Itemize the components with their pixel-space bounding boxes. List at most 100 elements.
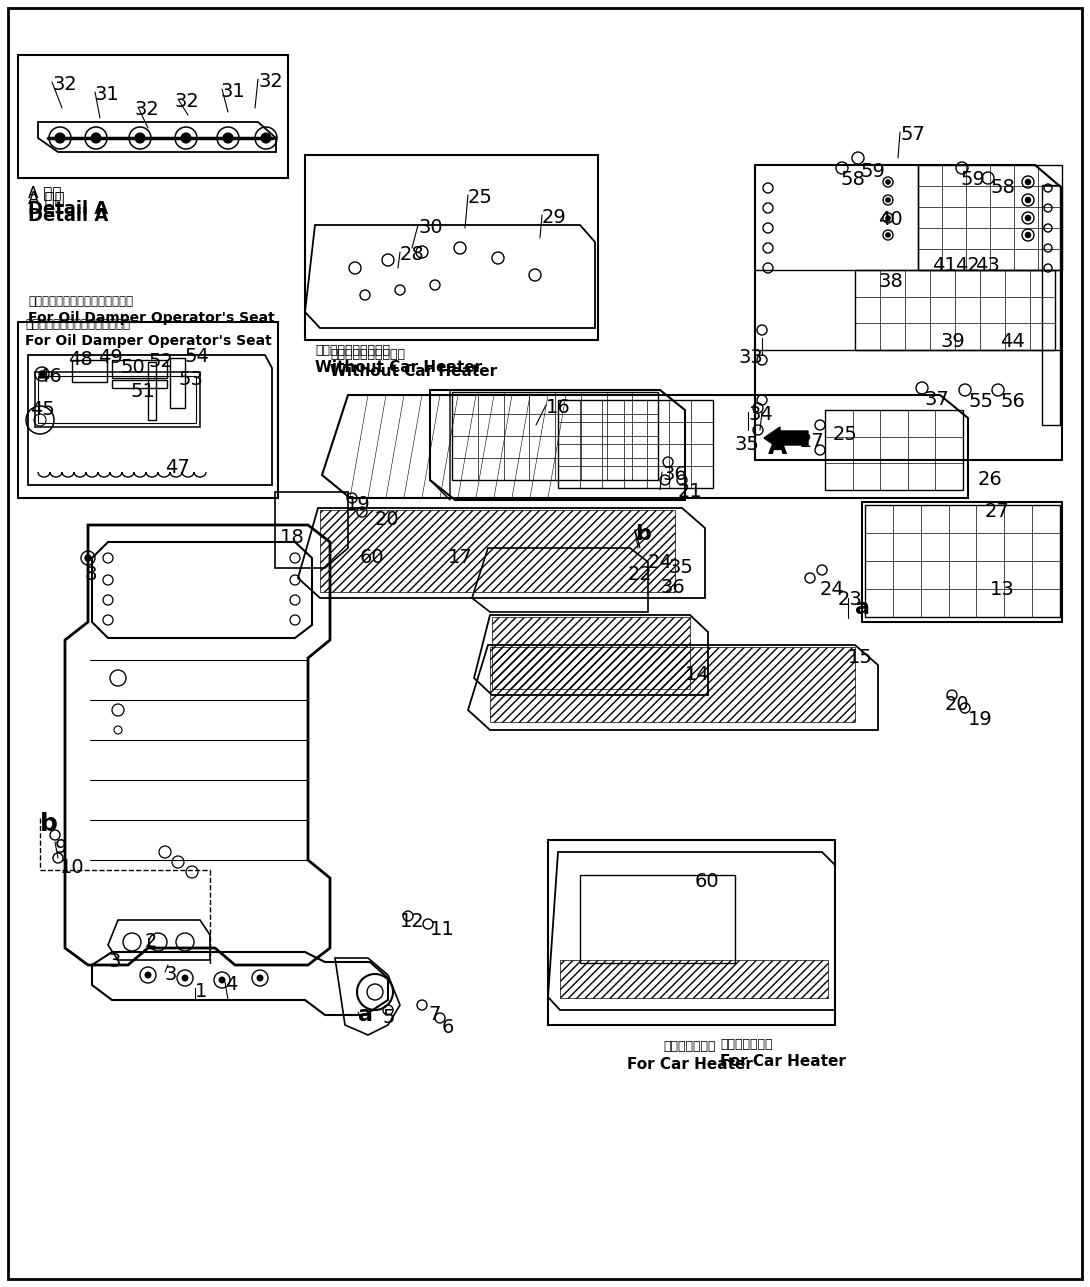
Bar: [548, 840, 835, 1024]
Circle shape: [39, 371, 45, 377]
Circle shape: [1026, 232, 1031, 238]
Circle shape: [223, 133, 233, 143]
Text: 50: 50: [120, 358, 145, 377]
Bar: [490, 647, 855, 722]
Text: 24: 24: [820, 580, 845, 598]
Text: 45: 45: [31, 400, 54, 420]
Text: 39: 39: [940, 332, 965, 351]
Text: 20: 20: [945, 695, 970, 714]
Text: 55: 55: [968, 393, 993, 411]
Text: 28: 28: [400, 245, 425, 264]
Text: 60: 60: [695, 873, 719, 891]
Text: 57: 57: [900, 125, 925, 144]
Bar: [1042, 185, 1059, 425]
Text: カーヒーター用: カーヒーター用: [720, 1039, 773, 1051]
Text: b: b: [635, 524, 651, 544]
Bar: [825, 411, 962, 490]
Circle shape: [181, 133, 191, 143]
Bar: [112, 360, 167, 378]
Text: 42: 42: [955, 256, 980, 275]
Circle shape: [886, 180, 891, 184]
Text: 11: 11: [429, 920, 455, 940]
Text: A 詳細: A 詳細: [28, 190, 64, 208]
Text: 15: 15: [848, 647, 873, 667]
Bar: [72, 360, 107, 382]
Text: 24: 24: [647, 553, 673, 571]
Text: 32: 32: [258, 72, 282, 91]
Bar: [918, 165, 1062, 270]
Circle shape: [85, 555, 92, 561]
Text: 48: 48: [68, 350, 93, 369]
Text: 7: 7: [428, 1005, 440, 1024]
Circle shape: [145, 972, 152, 978]
Text: 30: 30: [417, 218, 443, 237]
Text: 31: 31: [220, 82, 245, 100]
Bar: [855, 270, 1055, 350]
Text: 51: 51: [130, 382, 155, 402]
Text: Without Car Heater: Without Car Heater: [315, 360, 482, 375]
Text: Detail A: Detail A: [28, 207, 108, 225]
Text: 3: 3: [108, 952, 120, 970]
Circle shape: [1026, 179, 1031, 185]
Text: 27: 27: [985, 502, 1009, 521]
Bar: [320, 510, 675, 592]
Bar: [558, 400, 713, 488]
Text: 34: 34: [748, 405, 773, 423]
Text: 10: 10: [60, 858, 85, 876]
Text: For Car Heater: For Car Heater: [720, 1054, 846, 1069]
Text: 1: 1: [195, 982, 207, 1001]
Text: 25: 25: [833, 425, 858, 444]
Text: For Oil Damper Operator's Seat: For Oil Damper Operator's Seat: [25, 335, 271, 347]
Circle shape: [257, 976, 263, 981]
Text: 59: 59: [960, 170, 985, 189]
Text: 17: 17: [448, 548, 473, 568]
Text: 21: 21: [678, 483, 703, 501]
Text: For Car Heater: For Car Heater: [627, 1057, 753, 1072]
Text: 47: 47: [165, 458, 190, 477]
Text: a: a: [855, 598, 870, 618]
Circle shape: [261, 133, 271, 143]
Bar: [148, 362, 156, 420]
Text: 32: 32: [52, 75, 76, 94]
Text: 58: 58: [990, 178, 1015, 197]
Circle shape: [135, 133, 145, 143]
Text: 40: 40: [879, 210, 903, 229]
Text: 46: 46: [37, 367, 62, 386]
Text: 14: 14: [685, 665, 710, 683]
Text: カーヒーター用: カーヒーター用: [664, 1040, 716, 1053]
Bar: [38, 376, 196, 423]
Bar: [580, 875, 735, 963]
Text: 35: 35: [735, 435, 760, 454]
Bar: [305, 154, 598, 340]
Text: 22: 22: [628, 565, 653, 584]
Text: 37: 37: [925, 390, 949, 409]
Text: 33: 33: [738, 347, 763, 367]
Text: 20: 20: [375, 510, 400, 529]
Circle shape: [219, 977, 225, 983]
Text: オイルダンパオペレータシート用: オイルダンパオペレータシート用: [28, 295, 133, 308]
Text: 32: 32: [135, 100, 160, 118]
Text: 19: 19: [346, 495, 371, 514]
Text: 35: 35: [668, 559, 693, 577]
Text: 44: 44: [1000, 332, 1025, 351]
Bar: [560, 960, 828, 997]
Text: オイルダンパオペレータシート用: オイルダンパオペレータシート用: [25, 318, 130, 331]
Text: 3: 3: [165, 965, 178, 985]
Text: 25: 25: [468, 188, 493, 207]
Bar: [35, 372, 199, 427]
Bar: [492, 616, 690, 689]
Text: 4: 4: [225, 976, 238, 994]
Text: 13: 13: [990, 580, 1015, 598]
Text: 58: 58: [840, 170, 864, 189]
Text: カーヒーター未装着時: カーヒーター未装着時: [330, 347, 405, 360]
Text: 54: 54: [185, 347, 210, 366]
Text: 26: 26: [978, 470, 1003, 489]
Text: b: b: [40, 812, 58, 837]
Text: 19: 19: [968, 710, 993, 728]
Circle shape: [54, 133, 65, 143]
Text: 29: 29: [542, 208, 567, 227]
Circle shape: [182, 976, 187, 981]
Bar: [452, 393, 658, 480]
Text: a: a: [358, 1005, 373, 1024]
Text: 9: 9: [54, 838, 68, 857]
